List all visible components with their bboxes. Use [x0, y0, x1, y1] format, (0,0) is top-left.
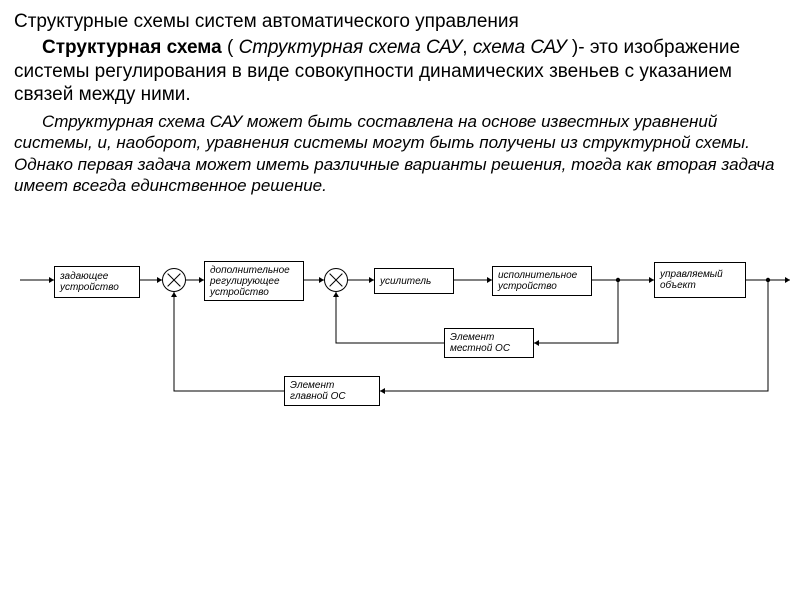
block-b4: исполнительное устройство: [492, 266, 592, 296]
block-b6: Элемент местной ОС: [444, 328, 534, 358]
paren-open: (: [222, 37, 239, 58]
explanation-text: Структурная схема САУ может быть составл…: [14, 112, 775, 195]
summing-junction-s1: [162, 268, 186, 292]
block-b2: дополнительное регулирующее устройство: [204, 261, 304, 301]
heading-line: Структурные схемы систем автоматического…: [14, 10, 786, 34]
term-italic-2: схема САУ: [473, 37, 567, 58]
term-italic-1: Структурная схема САУ: [239, 37, 463, 58]
explanation-paragraph: Структурная схема САУ может быть составл…: [14, 111, 786, 196]
term-bold: Структурная схема: [42, 37, 222, 58]
block-b3: усилитель: [374, 268, 454, 294]
comma: ,: [462, 37, 473, 58]
block-b7: Элемент главной ОС: [284, 376, 380, 406]
block-diagram: задающее устройство дополнительное регули…: [14, 236, 794, 456]
summing-junction-s2: [324, 268, 348, 292]
block-b5: управляемый объект: [654, 262, 746, 298]
block-b1: задающее устройство: [54, 266, 140, 298]
definition-paragraph: Структурная схема ( Структурная схема СА…: [14, 36, 786, 107]
